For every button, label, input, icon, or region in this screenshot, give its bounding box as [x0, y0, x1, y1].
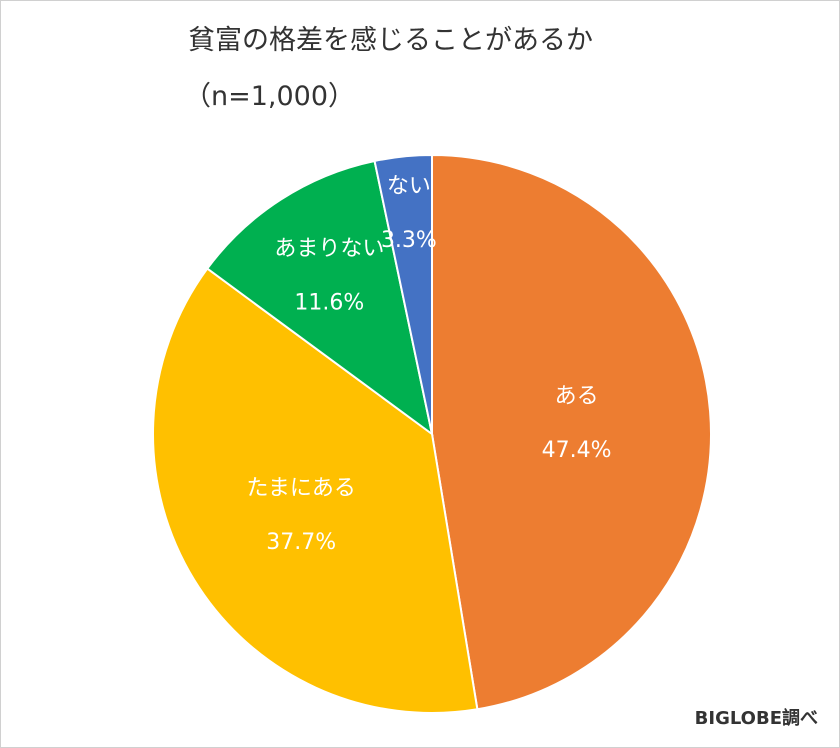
pie-labels: ある 47.4% たまにある 37.7% あまりない 11.6% ない 3.3% [246, 174, 611, 555]
slice-value-label: 37.7% [266, 530, 336, 555]
pie-slice-2 [152, 267, 479, 714]
source-note: BIGLOBE調べ [694, 708, 818, 729]
slice-value-label: 47.4% [542, 438, 612, 463]
slice-category-label: ある [555, 384, 599, 409]
chart-title: 貧富の格差を感じることがあるか [188, 25, 593, 56]
pie-slice-1 [431, 153, 712, 711]
slice-category-label: ない [387, 174, 431, 199]
slice-value-label: 3.3% [381, 228, 437, 253]
slice-category-label: あまりない [274, 236, 384, 261]
pie-slice-3 [205, 159, 434, 437]
slice-value-label: 11.6% [294, 290, 364, 315]
chart-subtitle: （n=1,000） [184, 81, 356, 112]
slice-category-label: たまにある [246, 476, 355, 501]
pie-slices [152, 153, 712, 714]
pie-slice-4 [373, 153, 433, 435]
